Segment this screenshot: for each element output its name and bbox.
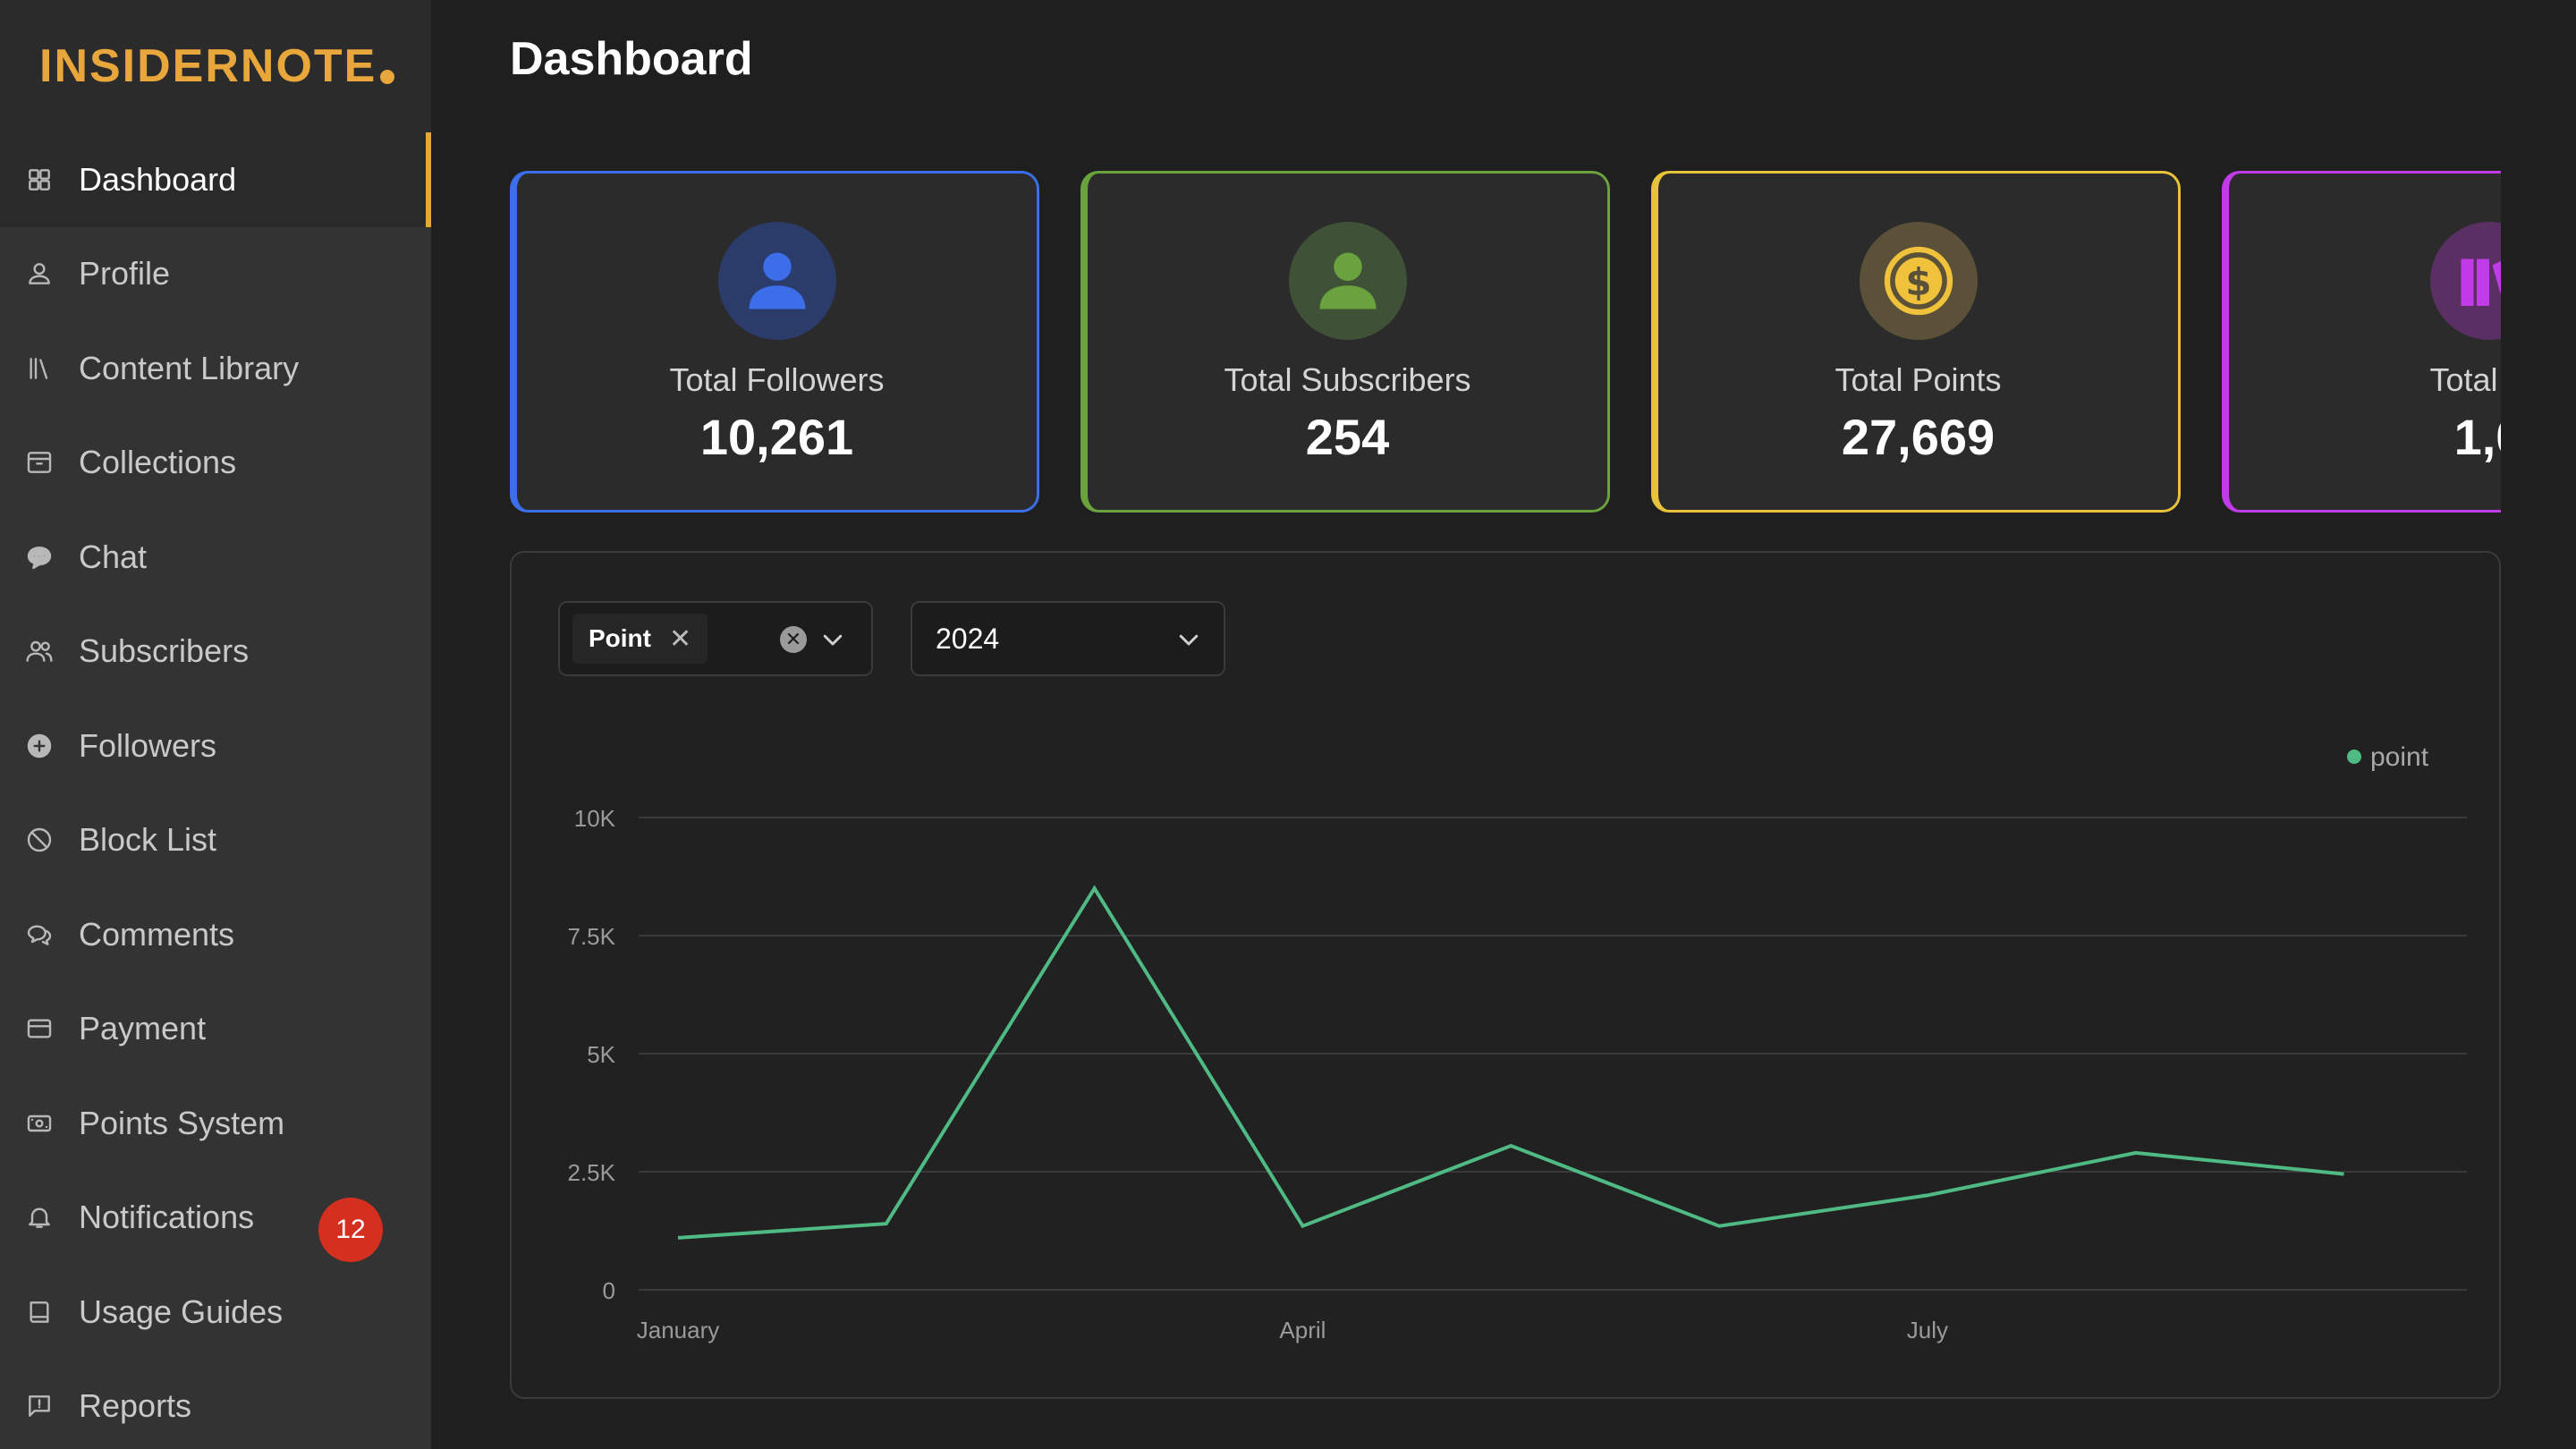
- remove-chip-icon[interactable]: ✕: [669, 623, 692, 654]
- sidebar-item-collections[interactable]: Collections: [0, 416, 431, 511]
- user-icon: [1288, 222, 1407, 340]
- chart-panel: Point ✕ ✕ 2024 0 2.5K 5K 7.5K 10K January Apri…: [510, 551, 2501, 1399]
- block-icon: [23, 824, 55, 856]
- series-line-point: [677, 885, 2344, 1240]
- sidebar-item-payment[interactable]: Payment: [0, 982, 431, 1077]
- sidebar-item-subscribers[interactable]: Subscribers: [0, 605, 431, 699]
- stat-card-total-co[interactable]: Total Co 1,0: [2222, 171, 2501, 513]
- stat-value: 27,669: [1841, 409, 1996, 465]
- page-title: Dashboard: [510, 33, 753, 85]
- sidebar-item-comments[interactable]: Comments: [0, 887, 431, 982]
- chat-icon: [23, 541, 55, 573]
- user-icon: [717, 222, 836, 340]
- y-tick-label: 5K: [587, 1041, 615, 1068]
- main-content: Dashboard Total Followers 10,261 Total Sub…: [431, 0, 2576, 1449]
- book-icon: [23, 1296, 55, 1328]
- sidebar-item-label: Followers: [79, 726, 217, 764]
- y-tick-label: 0: [603, 1277, 615, 1304]
- report-icon: [23, 1390, 55, 1422]
- stat-card-total-points[interactable]: $ Total Points 27,669: [1651, 171, 2181, 513]
- legend-label: point: [2370, 742, 2429, 772]
- sidebar-item-dashboard[interactable]: Dashboard: [0, 132, 431, 227]
- sidebar-item-label: Comments: [79, 915, 235, 953]
- bell-icon: [23, 1201, 55, 1233]
- comments-icon: [23, 919, 55, 951]
- stat-label: Total Followers: [669, 361, 885, 398]
- metric-chip-label: Point: [589, 624, 651, 652]
- sidebar-item-content-library[interactable]: Content Library: [0, 321, 431, 416]
- clear-icon[interactable]: ✕: [780, 626, 807, 653]
- year-value: 2024: [936, 622, 1000, 655]
- books-icon: [2429, 222, 2501, 340]
- sidebar-item-chat[interactable]: Chat: [0, 510, 431, 605]
- sidebar-item-label: Points System: [79, 1104, 285, 1141]
- line-chart: 0 2.5K 5K 7.5K 10K January April July point: [568, 742, 2467, 1343]
- user-icon: [23, 258, 55, 290]
- stat-cards: Total Followers 10,261 Total Subscribers 25…: [510, 168, 2501, 517]
- sidebar-item-block-list[interactable]: Block List: [0, 793, 431, 888]
- stat-label: Total Co: [2429, 361, 2501, 398]
- sidebar-item-label: Collections: [79, 444, 237, 481]
- sidebar-item-profile[interactable]: Profile: [0, 227, 431, 322]
- sidebar: INSIDERNOTE Dashboard Profile Content Libr…: [0, 0, 431, 1449]
- sidebar-nav: Dashboard Profile Content Library Collectio…: [0, 132, 431, 1449]
- sidebar-item-label: Reports: [79, 1387, 192, 1425]
- grid-icon: [23, 164, 55, 196]
- sidebar-item-label: Content Library: [79, 349, 300, 386]
- stat-card-total-followers[interactable]: Total Followers 10,261: [510, 171, 1039, 513]
- sidebar-item-reports[interactable]: Reports: [0, 1360, 431, 1449]
- stat-value: 10,261: [699, 409, 854, 465]
- sidebar-item-label: Chat: [79, 538, 148, 575]
- logo-text: INSIDERNOTE: [39, 40, 377, 92]
- sidebar-item-label: Usage Guides: [79, 1292, 284, 1330]
- sidebar-item-notifications[interactable]: Notifications 12: [0, 1171, 431, 1266]
- stat-label: Total Subscribers: [1224, 361, 1471, 398]
- stat-card-total-subscribers[interactable]: Total Subscribers 254: [1080, 171, 1610, 513]
- x-tick-label: April: [1279, 1317, 1326, 1343]
- logo-dot: [380, 70, 395, 84]
- notification-badge: 12: [318, 1197, 383, 1262]
- cash-icon: [23, 1107, 55, 1140]
- y-tick-label: 7.5K: [568, 923, 616, 950]
- stat-label: Total Points: [1835, 361, 2002, 398]
- plus-circle-icon: [23, 730, 55, 762]
- credit-card-icon: [23, 1013, 55, 1045]
- archive-icon: [23, 446, 55, 479]
- x-tick-label: July: [1907, 1317, 1948, 1343]
- chevron-down-icon[interactable]: [819, 626, 846, 653]
- metric-select[interactable]: Point ✕ ✕: [558, 601, 873, 676]
- sidebar-item-label: Profile: [79, 255, 171, 292]
- sidebar-item-label: Notifications: [79, 1199, 255, 1236]
- sidebar-item-label: Dashboard: [79, 160, 237, 198]
- chevron-down-icon[interactable]: [1175, 626, 1202, 653]
- y-tick-label: 10K: [574, 805, 616, 832]
- sidebar-item-followers[interactable]: Followers: [0, 699, 431, 793]
- dollar-coin-icon: $: [1859, 222, 1978, 340]
- svg-text:$: $: [1905, 260, 1931, 304]
- users-icon: [23, 635, 55, 667]
- legend-marker: [2347, 750, 2361, 764]
- sidebar-item-points-system[interactable]: Points System: [0, 1076, 431, 1171]
- stat-value: 254: [1305, 409, 1390, 465]
- sidebar-item-usage-guides[interactable]: Usage Guides: [0, 1265, 431, 1360]
- logo[interactable]: INSIDERNOTE: [0, 0, 431, 132]
- year-select[interactable]: 2024: [911, 601, 1225, 676]
- x-tick-label: January: [637, 1317, 720, 1343]
- y-tick-label: 2.5K: [568, 1159, 616, 1186]
- metric-chip: Point ✕: [572, 614, 708, 664]
- library-icon: [23, 352, 55, 385]
- sidebar-item-label: Subscribers: [79, 632, 250, 670]
- stat-value: 1,0: [2453, 409, 2501, 465]
- sidebar-item-label: Block List: [79, 821, 217, 859]
- sidebar-item-label: Payment: [79, 1010, 207, 1047]
